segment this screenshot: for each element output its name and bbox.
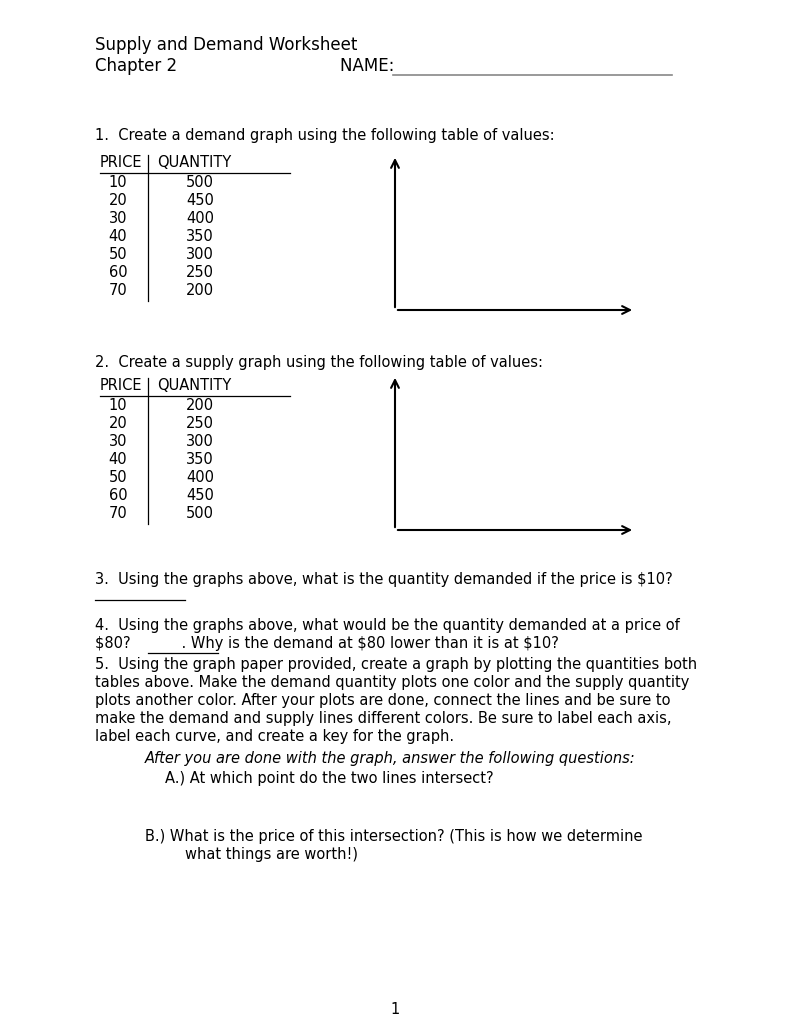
- Text: label each curve, and create a key for the graph.: label each curve, and create a key for t…: [95, 729, 454, 744]
- Text: 10: 10: [108, 175, 127, 190]
- Text: 1: 1: [391, 1002, 400, 1017]
- Text: 350: 350: [186, 452, 214, 467]
- Text: $80?           . Why is the demand at $80 lower than it is at $10?: $80? . Why is the demand at $80 lower th…: [95, 636, 559, 651]
- Text: plots another color. After your plots are done, connect the lines and be sure to: plots another color. After your plots ar…: [95, 693, 671, 708]
- Text: 500: 500: [186, 175, 214, 190]
- Text: NAME:: NAME:: [340, 57, 399, 75]
- Text: 200: 200: [186, 398, 214, 413]
- Text: 450: 450: [186, 193, 214, 208]
- Text: make the demand and supply lines different colors. Be sure to label each axis,: make the demand and supply lines differe…: [95, 711, 672, 726]
- Text: tables above. Make the demand quantity plots one color and the supply quantity: tables above. Make the demand quantity p…: [95, 675, 690, 690]
- Text: 350: 350: [186, 229, 214, 244]
- Text: 20: 20: [108, 416, 127, 431]
- Text: Chapter 2: Chapter 2: [95, 57, 177, 75]
- Text: what things are worth!): what things are worth!): [185, 847, 358, 862]
- Text: PRICE: PRICE: [100, 378, 142, 393]
- Text: 400: 400: [186, 470, 214, 485]
- Text: 30: 30: [108, 434, 127, 449]
- Text: 300: 300: [186, 247, 214, 262]
- Text: 50: 50: [108, 247, 127, 262]
- Text: 1.  Create a demand graph using the following table of values:: 1. Create a demand graph using the follo…: [95, 128, 554, 143]
- Text: 250: 250: [186, 416, 214, 431]
- Text: 20: 20: [108, 193, 127, 208]
- Text: 40: 40: [108, 452, 127, 467]
- Text: 4.  Using the graphs above, what would be the quantity demanded at a price of: 4. Using the graphs above, what would be…: [95, 618, 679, 633]
- Text: 450: 450: [186, 488, 214, 503]
- Text: 2.  Create a supply graph using the following table of values:: 2. Create a supply graph using the follo…: [95, 355, 543, 370]
- Text: 60: 60: [108, 488, 127, 503]
- Text: 400: 400: [186, 211, 214, 226]
- Text: 3.  Using the graphs above, what is the quantity demanded if the price is $10?: 3. Using the graphs above, what is the q…: [95, 572, 673, 587]
- Text: 300: 300: [186, 434, 214, 449]
- Text: Supply and Demand Worksheet: Supply and Demand Worksheet: [95, 36, 358, 54]
- Text: 70: 70: [108, 283, 127, 298]
- Text: 10: 10: [108, 398, 127, 413]
- Text: 250: 250: [186, 265, 214, 280]
- Text: A.) At which point do the two lines intersect?: A.) At which point do the two lines inte…: [165, 771, 494, 786]
- Text: 40: 40: [108, 229, 127, 244]
- Text: 70: 70: [108, 506, 127, 521]
- Text: 500: 500: [186, 506, 214, 521]
- Text: After you are done with the graph, answer the following questions:: After you are done with the graph, answe…: [145, 751, 636, 766]
- Text: QUANTITY: QUANTITY: [157, 155, 231, 170]
- Text: PRICE: PRICE: [100, 155, 142, 170]
- Text: B.) What is the price of this intersection? (This is how we determine: B.) What is the price of this intersecti…: [145, 829, 642, 844]
- Text: 200: 200: [186, 283, 214, 298]
- Text: 50: 50: [108, 470, 127, 485]
- Text: 30: 30: [108, 211, 127, 226]
- Text: 60: 60: [108, 265, 127, 280]
- Text: QUANTITY: QUANTITY: [157, 378, 231, 393]
- Text: 5.  Using the graph paper provided, create a graph by plotting the quantities bo: 5. Using the graph paper provided, creat…: [95, 657, 697, 672]
